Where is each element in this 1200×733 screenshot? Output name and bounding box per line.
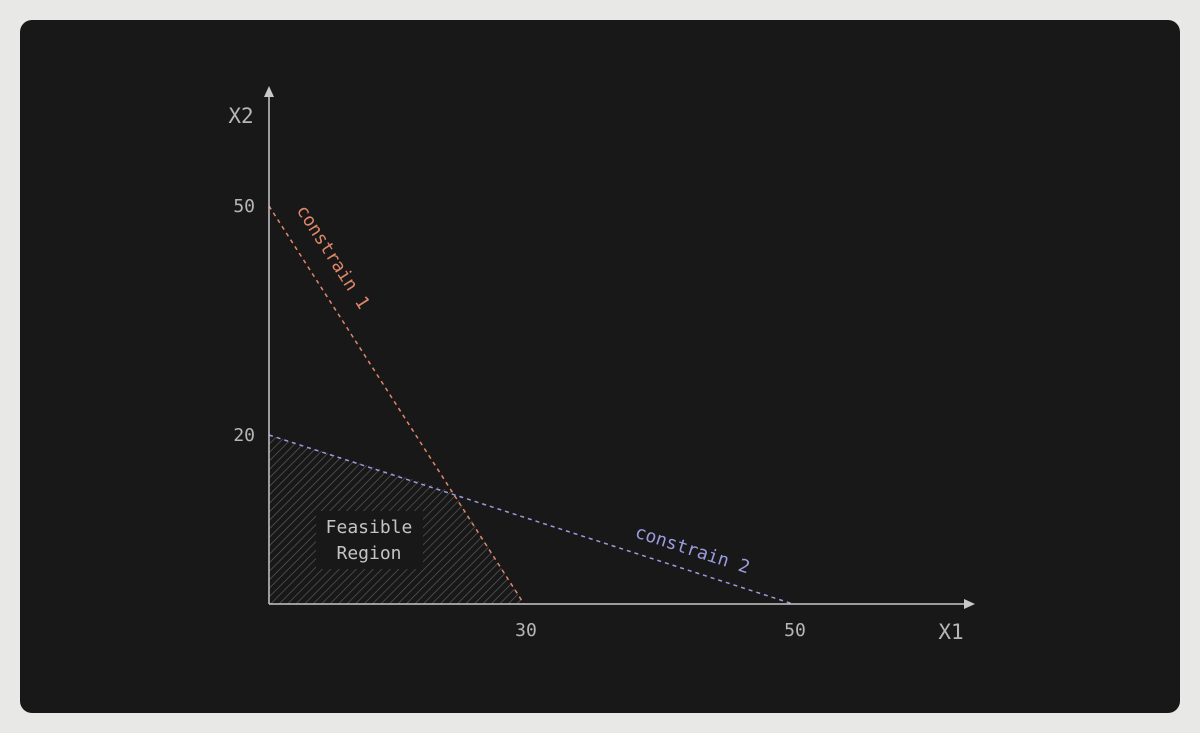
x-axis-arrow [964, 599, 975, 609]
y-tick-label-20: 20 [233, 425, 255, 446]
feasible-region-label-line2: Region [336, 543, 401, 564]
y-tick-label-50: 50 [233, 196, 255, 217]
feasible-region-label-line1: Feasible [326, 517, 413, 538]
y-axis-arrow [264, 86, 274, 97]
constraint-2-label: constrain 2 [632, 522, 752, 579]
constraint-1-line [268, 205, 525, 605]
x-tick-label-30: 30 [515, 620, 537, 641]
feasible-region-label-bg [316, 511, 423, 569]
x-tick-label-50: 50 [784, 620, 806, 641]
y-axis-label: X2 [228, 104, 253, 128]
diagram-card [20, 20, 1180, 713]
x-axis-label: X1 [938, 620, 963, 644]
constraint-2-line [268, 434, 794, 605]
constraint-1-label: constrain 1 [292, 201, 374, 313]
